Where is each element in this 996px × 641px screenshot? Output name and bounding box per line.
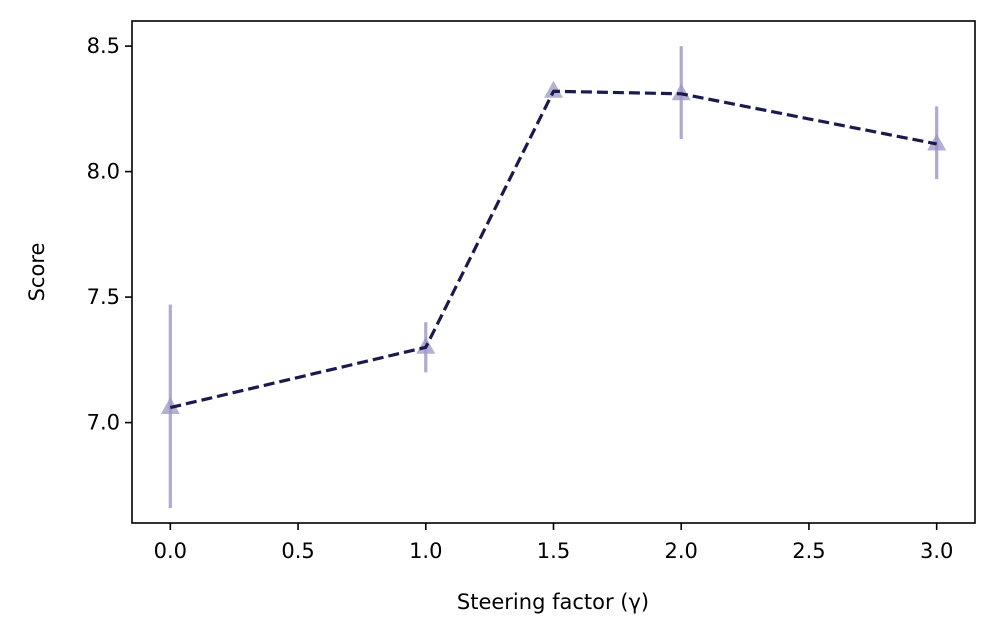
data-point-marker [671,83,691,101]
series-line [169,89,937,410]
x-tick-label: 3.0 [920,539,953,563]
y-tick-label: 7.0 [87,411,120,435]
y-tick-label: 8.0 [87,160,120,184]
data-point-marker [160,397,180,414]
x-tick-label: 0.0 [154,539,187,563]
x-tick-label: 2.0 [665,539,698,563]
x-axis-title: Steering factor (γ) [457,590,649,614]
x-tick-label: 2.5 [792,539,825,563]
x-tick-label: 0.5 [281,539,314,563]
plot-area [160,46,947,508]
x-axis: 0.0 0.5 1.0 1.5 2.0 2.5 3.0 [154,523,953,563]
data-point-marker [927,133,947,151]
y-tick-label: 7.5 [87,285,120,309]
y-axis-title: Score [25,243,49,302]
x-tick-label: 1.0 [409,539,442,563]
x-tick-label: 1.5 [537,539,570,563]
y-tick-label: 8.5 [87,34,120,58]
plot-frame [131,20,976,524]
data-point-marker [544,80,563,98]
y-axis: 7.0 7.5 8.0 8.5 [87,34,132,435]
